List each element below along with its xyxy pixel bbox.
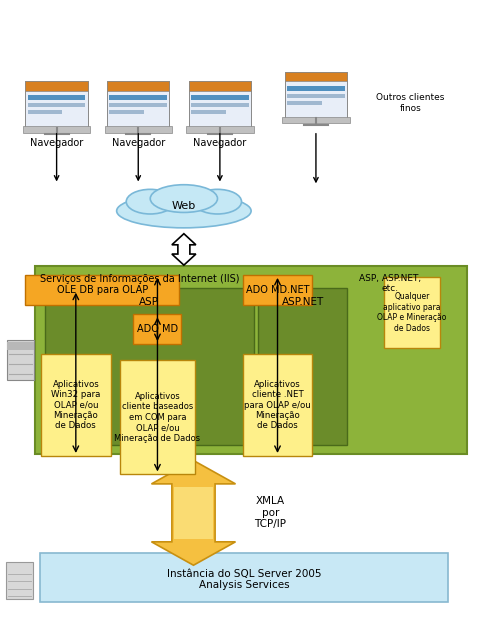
Bar	[284, 72, 347, 118]
Bar	[287, 101, 322, 105]
Bar	[44, 288, 254, 445]
Text: Instância do SQL Server 2005
Analysis Services: Instância do SQL Server 2005 Analysis Se…	[167, 569, 321, 590]
Bar	[26, 82, 88, 128]
Bar	[242, 275, 313, 305]
Text: ADO MD: ADO MD	[137, 324, 178, 334]
Polygon shape	[174, 487, 213, 539]
Text: ASP: ASP	[139, 297, 159, 307]
Ellipse shape	[116, 194, 251, 228]
Text: Aplicativos
Win32 para
OLAP e/ou
Mineração
de Dados: Aplicativos Win32 para OLAP e/ou Mineraç…	[51, 379, 100, 430]
Polygon shape	[172, 234, 196, 265]
Bar	[133, 314, 182, 344]
Bar	[242, 354, 313, 456]
Bar	[6, 562, 33, 599]
Text: Aplicativos
cliente baseados
em COM para
OLAP e/ou
Mineração de Dados: Aplicativos cliente baseados em COM para…	[114, 392, 200, 443]
Bar	[40, 553, 448, 602]
Text: Aplicativos
cliente .NET
para OLAP e/ou
Mineração
de Dados: Aplicativos cliente .NET para OLAP e/ou …	[244, 379, 311, 430]
Bar	[110, 110, 144, 114]
Bar	[287, 94, 345, 98]
Text: OLE DB para OLAP: OLE DB para OLAP	[57, 285, 148, 295]
Bar	[107, 82, 170, 91]
Bar	[384, 277, 440, 348]
Text: XMLA
por
TCP/IP: XMLA por TCP/IP	[255, 496, 286, 529]
Bar	[287, 86, 345, 91]
Text: ADO MD.NET: ADO MD.NET	[246, 285, 309, 295]
Bar	[186, 126, 254, 132]
Ellipse shape	[150, 184, 217, 212]
Bar	[28, 95, 85, 100]
Bar	[41, 354, 111, 456]
Bar	[191, 95, 249, 100]
Bar	[26, 275, 179, 305]
Text: ASP.NET: ASP.NET	[282, 297, 324, 307]
Bar	[107, 82, 170, 128]
Bar	[110, 95, 167, 100]
Bar	[110, 103, 167, 107]
Bar	[23, 126, 90, 132]
Bar	[28, 103, 85, 107]
Bar	[283, 117, 350, 123]
Bar	[189, 82, 251, 128]
Bar	[7, 340, 34, 380]
Bar	[26, 82, 88, 91]
Ellipse shape	[126, 189, 174, 214]
Text: Qualquer
aplicativo para
OLAP e Mineração
de Dados: Qualquer aplicativo para OLAP e Mineraçã…	[377, 293, 447, 332]
Text: Navegador: Navegador	[112, 138, 165, 148]
Text: Serviços de Informações da Internet (IIS): Serviços de Informações da Internet (IIS…	[40, 274, 239, 284]
Text: ASP, ASP.NET,
etc.: ASP, ASP.NET, etc.	[359, 274, 421, 293]
Bar	[105, 126, 172, 132]
Ellipse shape	[194, 189, 242, 214]
Bar	[7, 342, 34, 350]
Bar	[35, 266, 467, 454]
Bar	[120, 360, 195, 474]
Bar	[191, 103, 249, 107]
Bar	[191, 110, 226, 114]
Text: Outros clientes
finos: Outros clientes finos	[376, 93, 444, 113]
Text: Web: Web	[172, 201, 196, 211]
Polygon shape	[152, 461, 236, 565]
Text: Navegador: Navegador	[30, 138, 83, 148]
Text: Navegador: Navegador	[193, 138, 246, 148]
Bar	[189, 82, 251, 91]
Bar	[258, 288, 347, 445]
Bar	[28, 110, 62, 114]
Bar	[284, 72, 347, 82]
